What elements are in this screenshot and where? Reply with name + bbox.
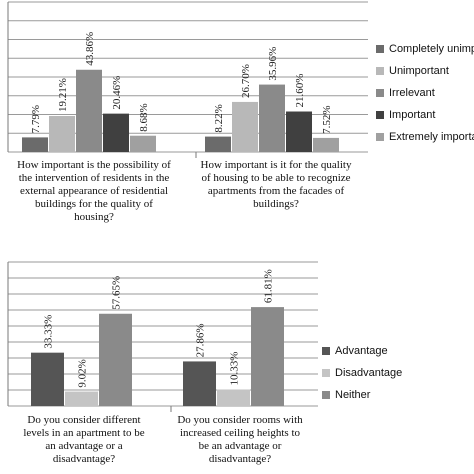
legend-swatch: [322, 369, 330, 377]
chart-2: 33.33% 9.02% 57.65% Do you consider differe…: [7, 261, 402, 465]
legend-label: Advantage: [335, 345, 388, 357]
bar: [76, 69, 102, 152]
bar: [183, 361, 216, 406]
bar: [49, 115, 75, 152]
legend-label: Unimportant: [389, 65, 449, 77]
legend-label: Important: [389, 109, 435, 121]
legend-swatch: [376, 89, 384, 97]
legend-swatch: [376, 133, 384, 141]
category-label: Do you consider different levels in an ap…: [23, 414, 144, 465]
chart-1: 7.79% 19.21% 43.86% 20.46% 8.68% How importan…: [7, 1, 474, 223]
data-label: 9.02%: [77, 359, 89, 387]
legend-swatch: [376, 111, 384, 119]
bar: [130, 135, 156, 152]
bar: [313, 137, 339, 152]
data-label: 57.65%: [111, 276, 123, 310]
legend-swatch: [376, 45, 384, 53]
bar: [217, 389, 250, 406]
data-label: 21.60%: [294, 74, 306, 108]
data-label: 7.52%: [321, 105, 333, 133]
data-label: 35.96%: [267, 47, 279, 81]
data-label: 61.81%: [263, 269, 275, 303]
bar: [259, 84, 285, 152]
data-label: 19.21%: [57, 78, 69, 112]
data-label: 8.68%: [138, 103, 150, 131]
bar: [99, 313, 132, 406]
category-label: Do you consider rooms with increased ceil…: [177, 414, 303, 465]
bar: [251, 307, 284, 406]
legend-swatch: [322, 391, 330, 399]
data-label: 8.22%: [213, 104, 225, 132]
data-label: 20.46%: [111, 76, 123, 110]
data-label: 33.33%: [43, 315, 55, 349]
bar: [65, 391, 98, 406]
data-label: 10.33%: [229, 352, 241, 386]
legend-label: Irrelevant: [389, 87, 435, 99]
data-label: 43.86%: [84, 32, 96, 66]
legend-swatch: [322, 347, 330, 355]
bar: [103, 113, 129, 152]
bar: [31, 352, 64, 406]
legend-label: Neither: [335, 389, 371, 401]
legend-label: Completely unimportant: [389, 43, 474, 55]
data-label: 26.70%: [240, 64, 252, 98]
legend-label: Disadvantage: [335, 367, 402, 379]
bar: [205, 136, 231, 152]
category-label: How important is it for the quality of ho…: [201, 159, 352, 210]
bar: [22, 137, 48, 152]
legend-swatch: [376, 67, 384, 75]
category-label: How important is the possibility of the i…: [17, 159, 171, 223]
bar: [232, 101, 258, 152]
data-label: 27.86%: [195, 324, 207, 358]
legend-label: Extremely important: [389, 131, 474, 143]
bar: [286, 111, 312, 152]
data-label: 7.79%: [30, 105, 42, 133]
